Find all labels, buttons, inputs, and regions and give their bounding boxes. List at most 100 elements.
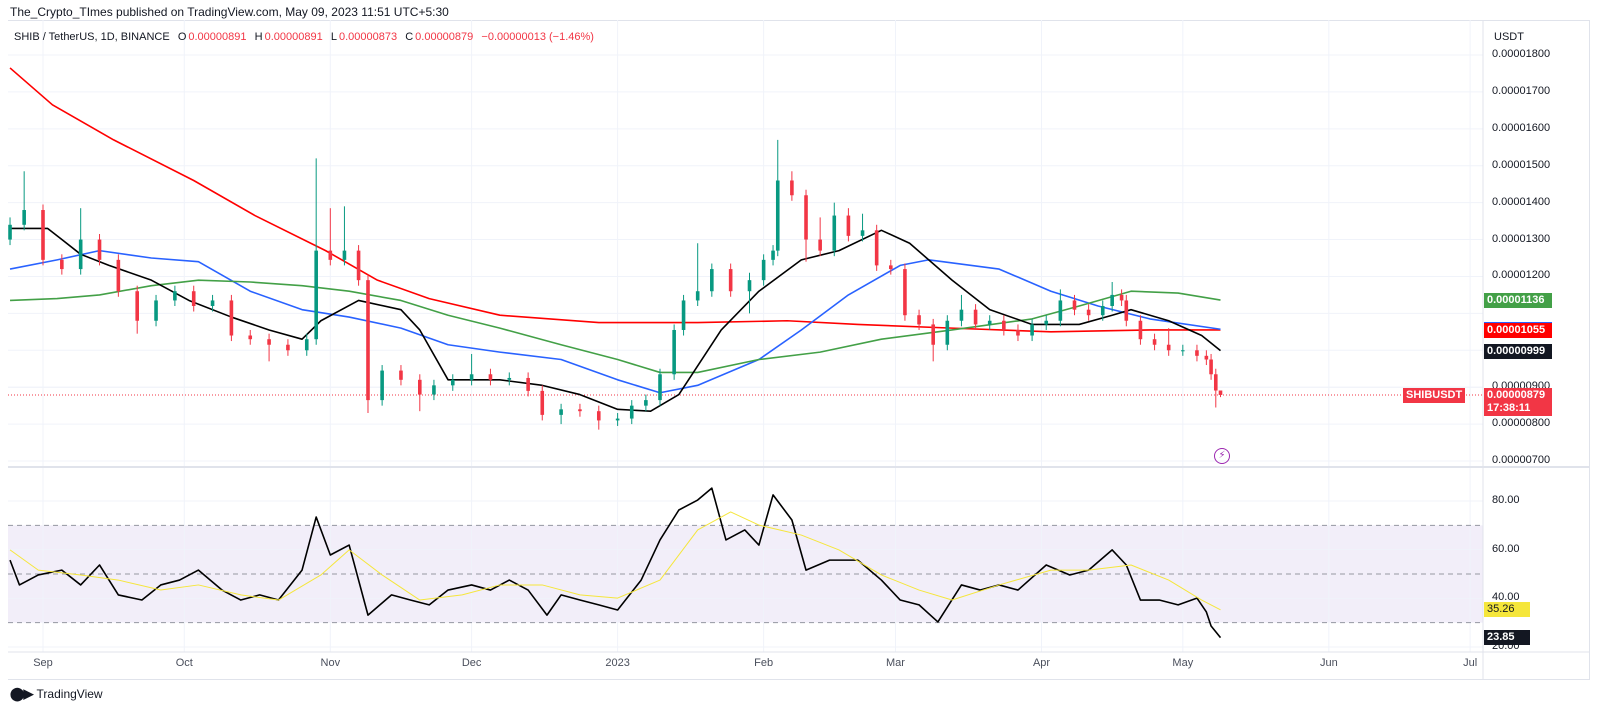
- candle-body: [97, 239, 102, 260]
- candle-body: [945, 320, 950, 345]
- candle-body: [526, 377, 530, 391]
- price-tick-label: 0.00001200: [1492, 269, 1551, 282]
- candle-body: [507, 377, 512, 380]
- candle-body: [314, 250, 318, 340]
- close-label: C: [405, 31, 414, 43]
- candle-body: [672, 329, 676, 375]
- candle-body: [1044, 320, 1049, 325]
- candle-body: [248, 335, 253, 340]
- symbol-legend: SHIB / TetherUS, 1D, BINANCE O 0.00000891…: [14, 31, 596, 43]
- candle-body: [728, 269, 733, 292]
- candle-body: [1204, 355, 1209, 360]
- lightning-icon[interactable]: ⚡︎: [1214, 448, 1230, 464]
- high-value: 0.00000891: [264, 31, 323, 43]
- change-value: −0.00000013 (−1.46%): [481, 31, 594, 43]
- candle-body: [775, 180, 780, 251]
- rsi-value-label: 35.26: [1484, 601, 1530, 617]
- ma-price-label: 0.00001055: [1484, 322, 1552, 338]
- candle-body: [191, 291, 196, 306]
- rsi-ma-line: [9, 511, 1221, 611]
- price-tick-label: 0.00000700: [1492, 454, 1551, 466]
- time-tick-label: Feb: [754, 657, 774, 669]
- candle-body: [60, 259, 64, 270]
- time-tick-label: Oct: [175, 657, 193, 669]
- candle-body: [1110, 294, 1114, 306]
- candle-body: [681, 300, 686, 330]
- candle-body: [889, 265, 893, 270]
- candle-body: [931, 324, 935, 345]
- candle-body: [1209, 359, 1213, 375]
- rsi-tick-label: 60.00: [1492, 542, 1520, 555]
- candle-body: [771, 250, 775, 260]
- ma-price-label: 0.00001136: [1484, 293, 1552, 309]
- candle-body: [1124, 300, 1129, 321]
- candle-body: [1152, 339, 1157, 345]
- last-price-label: 0.00000879 17:38:11: [1484, 388, 1552, 416]
- candle-body: [41, 210, 45, 260]
- publish-info: The_Crypto_TImes published on TradingVie…: [10, 5, 449, 19]
- price-tick-label: 0.00001300: [1492, 232, 1551, 245]
- candle-body: [917, 315, 921, 325]
- candle-body: [987, 320, 992, 325]
- candle-body: [1181, 350, 1185, 352]
- candle-body: [1166, 344, 1171, 351]
- candle-body: [1058, 300, 1063, 321]
- candle-body: [1030, 324, 1034, 336]
- ma-price-label: 0.00000999: [1484, 343, 1552, 359]
- candle-body: [903, 269, 907, 316]
- candle-body: [973, 309, 978, 325]
- candle-body: [342, 250, 347, 260]
- price-tick-label: 0.00000800: [1492, 417, 1551, 430]
- candle-body: [267, 339, 271, 345]
- candle-body: [286, 344, 290, 351]
- candle-body: [846, 215, 851, 236]
- open-value: 0.00000891: [188, 31, 247, 43]
- rsi-value-label: 23.85: [1484, 629, 1530, 645]
- candle-body: [328, 250, 333, 260]
- moving-average-line-red: [9, 67, 1221, 333]
- time-tick-label: 2023: [605, 657, 630, 669]
- candle-body: [210, 300, 215, 306]
- price-tick-label: 0.00001600: [1492, 121, 1551, 134]
- time-tick-label: Nov: [320, 657, 341, 669]
- footer: ⬤▶ TradingView: [10, 686, 103, 702]
- candle-body: [78, 239, 83, 270]
- brand-name[interactable]: TradingView: [36, 687, 103, 701]
- candle-body: [710, 269, 714, 292]
- candle-body: [818, 239, 822, 251]
- time-tick-label: Apr: [1032, 657, 1051, 669]
- candle-body: [116, 259, 121, 292]
- candle-body: [356, 250, 361, 281]
- candle-body: [1086, 309, 1091, 316]
- chart-frame: [8, 20, 1590, 680]
- candle-body: [8, 224, 12, 240]
- candle-body: [790, 180, 794, 196]
- candle-body: [658, 374, 662, 401]
- low-value: 0.00000873: [338, 31, 398, 43]
- candle-body: [135, 291, 139, 321]
- candle-body: [1002, 320, 1006, 330]
- candle-body: [1016, 329, 1020, 336]
- candle-body: [1072, 300, 1077, 310]
- low-label: L: [330, 31, 337, 43]
- candle-body: [761, 259, 766, 281]
- candle-body: [366, 280, 370, 401]
- price-tick-label: 0.00001400: [1492, 195, 1551, 208]
- candle-body: [804, 195, 808, 240]
- price-tick-label: 0.00001500: [1492, 158, 1551, 171]
- candle-body: [540, 390, 545, 415]
- candle-body: [304, 339, 309, 351]
- symbol-name[interactable]: SHIB / TetherUS, 1D, BINANCE: [14, 31, 170, 43]
- candle-body: [1138, 320, 1143, 340]
- last-price-value: 0.00000879: [1487, 389, 1546, 401]
- currency-label: USDT: [1494, 31, 1524, 43]
- candle-body: [1119, 294, 1124, 301]
- close-value: 0.00000879: [415, 31, 474, 43]
- candle-body: [469, 374, 474, 380]
- moving-average-line-green: [9, 279, 1221, 374]
- candle-body: [1195, 350, 1199, 356]
- time-tick-label: Jul: [1463, 657, 1478, 669]
- candle-body: [959, 309, 964, 321]
- candle-body: [874, 230, 879, 266]
